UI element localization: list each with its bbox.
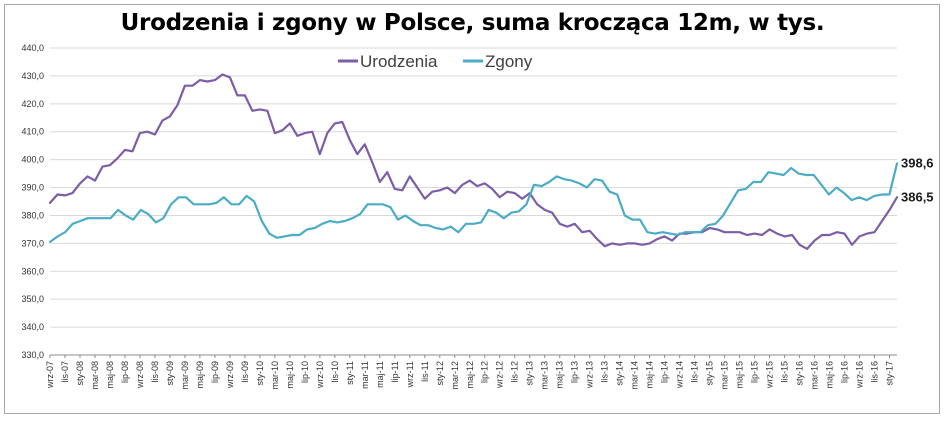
y-tick-label: 430,0 — [21, 71, 44, 81]
x-tick-label: sty-12 — [435, 361, 445, 386]
legend-label-urodzenia: Urodzenia — [360, 52, 438, 71]
x-tick-label: mar-16 — [810, 361, 820, 390]
x-tick-label: wrz-11 — [405, 361, 415, 388]
x-tick-label: lip-15 — [750, 361, 760, 383]
x-tick-label: mar-08 — [90, 361, 100, 390]
x-tick-label: lis-11 — [420, 361, 430, 382]
series-line-zgony — [48, 162, 899, 244]
x-tick-label: sty-08 — [75, 361, 85, 386]
x-tick-label: mar-13 — [540, 361, 550, 390]
x-tick-label: wrz-13 — [585, 361, 595, 389]
chart-frame — [4, 4, 940, 414]
x-tick-label: maj-15 — [735, 361, 745, 389]
x-tick-label: maj-12 — [465, 361, 475, 389]
x-tick-label: sty-14 — [615, 361, 625, 386]
x-tick-label: sty-11 — [345, 361, 355, 385]
legend-label-zgony: Zgony — [485, 52, 533, 71]
y-tick-label: 390,0 — [21, 183, 44, 193]
x-tick-label: lis-12 — [510, 361, 520, 383]
y-tick-label: 410,0 — [21, 127, 44, 137]
end-value-label-urodzenia: 386,5 — [901, 189, 934, 204]
x-tick-label: mar-09 — [180, 361, 190, 390]
x-tick-label: lip-08 — [120, 361, 130, 383]
y-tick-label: 330,0 — [21, 350, 44, 360]
x-tick-label: sty-13 — [525, 361, 535, 386]
x-tick-label: lis-09 — [240, 361, 250, 383]
x-tick-label: lip-12 — [480, 361, 490, 383]
y-tick-label: 370,0 — [21, 238, 44, 248]
x-tick-label: lis-13 — [600, 361, 610, 383]
y-tick-label: 350,0 — [21, 294, 44, 304]
series-line-urodzenia — [48, 73, 899, 250]
x-tick-label: wrz-15 — [765, 361, 775, 389]
x-tick-label: lip-10 — [300, 361, 310, 383]
x-tick-label: sty-17 — [885, 361, 895, 386]
y-tick-label: 360,0 — [21, 266, 44, 276]
x-tick-label: mar-14 — [630, 361, 640, 390]
series-lines: 386,5 398,6 — [48, 73, 934, 250]
x-axis-ticks: wrz-07 lis-07 sty-08 mar-08 maj-08 lip-08 wrz-… — [45, 355, 895, 390]
y-tick-label: 400,0 — [21, 155, 44, 165]
x-tick-label: lip-09 — [210, 361, 220, 383]
x-tick-label: lis-16 — [870, 361, 880, 383]
x-tick-label: mar-15 — [720, 361, 730, 390]
y-axis-ticks: 330,0 340,0 350,0 360,0 370,0 380,0 390,0 400,0… — [21, 43, 44, 360]
x-tick-label: lis-07 — [60, 361, 70, 383]
x-tick-label: lis-10 — [330, 361, 340, 383]
x-tick-label: lip-16 — [840, 361, 850, 383]
x-tick-label: maj-14 — [645, 361, 655, 389]
x-tick-label: lis-15 — [780, 361, 790, 383]
x-tick-label: mar-12 — [450, 361, 460, 390]
x-tick-label: mar-10 — [270, 361, 280, 390]
x-tick-label: maj-13 — [555, 361, 565, 389]
x-tick-label: lip-14 — [660, 361, 670, 383]
x-tick-label: wrz-16 — [855, 361, 865, 389]
x-tick-label: maj-08 — [105, 361, 115, 389]
x-tick-label: lis-14 — [690, 361, 700, 383]
x-tick-label: mar-11 — [360, 361, 370, 389]
y-tick-label: 420,0 — [21, 99, 44, 109]
legend: Urodzenia Zgony — [338, 52, 533, 71]
x-tick-label: maj-09 — [195, 361, 205, 389]
x-tick-label: lip-13 — [570, 361, 580, 383]
end-value-label-zgony: 398,6 — [901, 156, 934, 171]
x-tick-label: lip-11 — [390, 361, 400, 382]
chart-title: Urodzenia i zgony w Polsce, suma krocząc… — [120, 10, 825, 36]
x-tick-label: maj-11 — [375, 361, 385, 388]
x-tick-label: wrz-14 — [675, 361, 685, 389]
x-tick-label: sty-09 — [165, 361, 175, 386]
gridlines — [50, 47, 897, 356]
x-tick-label: maj-10 — [285, 361, 295, 389]
x-tick-label: wrz-08 — [135, 361, 145, 389]
y-tick-label: 440,0 — [21, 43, 44, 53]
y-tick-label: 340,0 — [21, 322, 44, 332]
y-tick-label: 380,0 — [21, 210, 44, 220]
x-tick-label: wrz-07 — [45, 361, 55, 389]
x-tick-label: wrz-10 — [315, 361, 325, 389]
x-tick-label: wrz-12 — [495, 361, 505, 389]
x-tick-label: sty-15 — [705, 361, 715, 386]
x-tick-label: sty-10 — [255, 361, 265, 386]
x-tick-label: lis-08 — [150, 361, 160, 383]
x-tick-label: sty-16 — [795, 361, 805, 386]
x-tick-label: wrz-09 — [225, 361, 235, 389]
x-tick-label: maj-16 — [825, 361, 835, 389]
